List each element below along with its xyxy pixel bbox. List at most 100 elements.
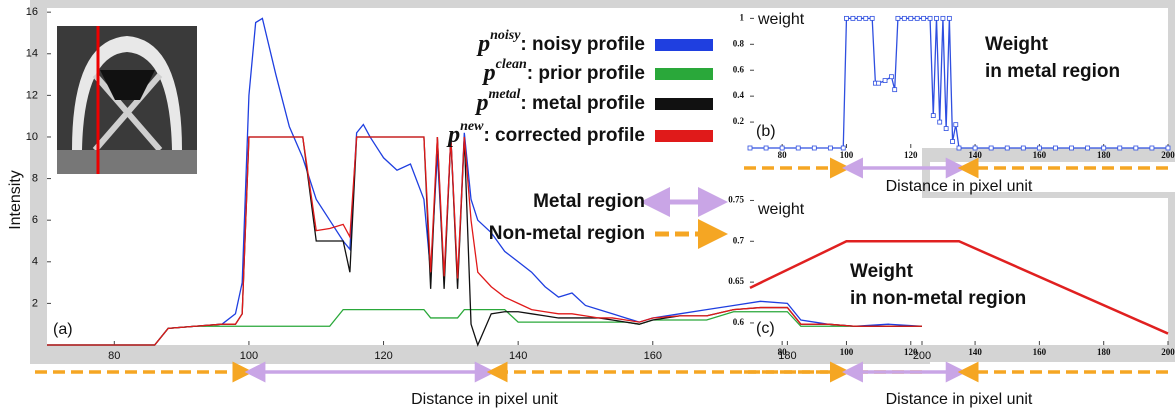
data-marker [780,146,784,150]
y-tick-label: 6 [32,214,38,226]
legend-superscript: clean [496,57,527,72]
region-label: Metal region [533,191,645,212]
x-tick-label: 100 [840,150,854,160]
data-marker [796,146,800,150]
data-marker [877,81,881,85]
x-tick-label: 160 [1033,347,1047,357]
data-marker [973,146,977,150]
panel-label: (b) [756,123,776,140]
legend-name: : corrected profile [483,125,645,146]
data-marker [844,16,848,20]
x-tick-label: 80 [778,150,788,160]
legend-name: : metal profile [520,93,645,114]
data-marker [928,16,932,20]
data-marker [1102,146,1106,150]
data-marker [870,16,874,20]
data-marker [748,146,752,150]
x-tick-label: 80 [108,350,120,362]
legend-symbol: p [482,60,496,86]
legend-swatch [655,68,713,80]
x-axis-label: Distance in pixel unit [411,391,558,408]
y-axis-label: Intensity [7,170,24,230]
y-axis-label: weight [757,201,805,218]
annotation: in metal region [985,61,1120,82]
data-marker [896,16,900,20]
x-tick-label: 120 [904,347,918,357]
legend-swatch [655,130,713,142]
y-tick-label: 16 [26,6,38,18]
legend-name: : prior profile [527,63,645,84]
data-marker [1166,146,1170,150]
data-marker [941,16,945,20]
x-tick-label: 140 [968,150,982,160]
annotation: Weight [985,34,1049,55]
y-tick-label: 14 [26,48,38,60]
y-tick-label: 0.8 [733,38,745,48]
data-marker [1021,146,1025,150]
y-tick-label: 10 [26,131,38,143]
data-marker [1086,146,1090,150]
legend-symbol: p [446,122,460,148]
data-marker [989,146,993,150]
legend-name: : noisy profile [520,34,645,55]
data-marker [1053,146,1057,150]
data-marker [944,127,948,131]
data-marker [947,16,951,20]
x-tick-label: 100 [240,350,258,362]
data-marker [957,146,961,150]
data-marker [893,88,897,92]
data-marker [931,114,935,118]
data-marker [841,146,845,150]
x-tick-label: 100 [840,347,854,357]
y-tick-label: 8 [32,172,38,184]
region-label: Non-metal region [489,223,645,244]
data-marker [902,16,906,20]
x-tick-label: 120 [904,150,918,160]
x-tick-label: 160 [1033,150,1047,160]
data-marker [954,123,958,127]
data-marker [915,16,919,20]
y-tick-label: 0.2 [733,116,745,126]
panel-label: (a) [53,321,73,338]
inset-image [57,26,197,174]
y-tick-label: 2 [32,297,38,309]
data-marker [938,120,942,124]
data-marker [851,16,855,20]
y-axis-label: weight [757,11,805,28]
x-tick-label: 200 [1161,347,1175,357]
x-tick-label: 200 [1161,150,1175,160]
data-marker [828,146,832,150]
data-marker [1037,146,1041,150]
data-marker [909,16,913,20]
x-axis-label: Distance in pixel unit [886,178,1033,195]
legend-swatch [655,98,713,110]
y-tick-label: 0.6 [733,317,745,327]
data-marker [889,75,893,79]
legend-superscript: metal [489,87,521,102]
data-marker [883,79,887,83]
y-tick-label: 0.7 [733,235,745,245]
legend-superscript: new [460,119,484,134]
x-axis-label: Distance in pixel unit [886,391,1033,408]
data-marker [922,16,926,20]
x-tick-label: 140 [509,350,527,362]
y-tick-label: 4 [32,256,38,268]
data-marker [1005,146,1009,150]
x-tick-label: 180 [1097,347,1111,357]
plot-area [750,198,1168,345]
data-marker [1070,146,1074,150]
y-tick-label: 1 [740,12,745,22]
y-tick-label: 0.4 [733,90,745,100]
data-marker [764,146,768,150]
x-tick-label: 80 [778,347,788,357]
data-marker [951,140,955,144]
y-tick-label: 0.6 [733,64,745,74]
figure: 80100120140160180200246810121416Distance… [0,0,1175,414]
data-marker [1134,146,1138,150]
annotation: Weight [850,261,914,282]
y-tick-label: 0.65 [728,276,744,286]
y-tick-label: 0.75 [728,195,744,205]
annotation: in non-metal region [850,288,1026,309]
x-tick-label: 140 [968,347,982,357]
panel-label: (c) [756,320,775,337]
